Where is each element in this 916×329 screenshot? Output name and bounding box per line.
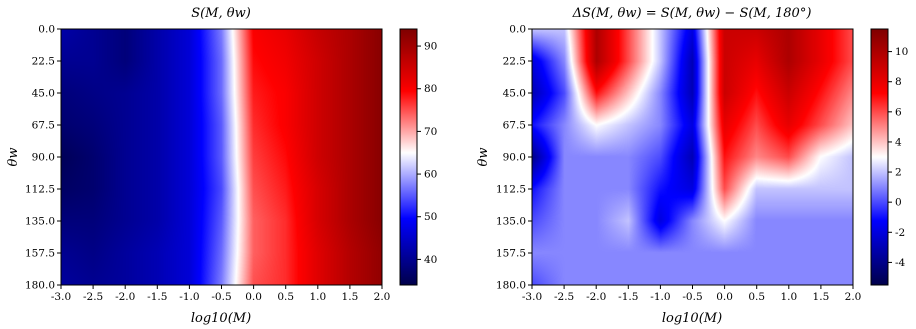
right-colorbar bbox=[871, 29, 888, 285]
x-tick-label: -2.0 bbox=[586, 291, 606, 303]
y-tick-label: 0.0 bbox=[509, 24, 526, 36]
x-tick-label: 1.5 bbox=[813, 291, 830, 303]
x-tick-label: -0.5 bbox=[211, 291, 231, 303]
y-tick-label: 90.0 bbox=[32, 152, 55, 164]
colorbar-tick-label: 60 bbox=[424, 169, 437, 181]
x-tick-label: 1.0 bbox=[309, 291, 326, 303]
y-tick-label: 157.5 bbox=[25, 248, 55, 260]
right-x-ticks: -3.0 -2.5 -2.0 -1.5 -1.0 -0.5 0.0 0.5 1.0 1.5 2.0 bbox=[522, 285, 861, 303]
left-heatmap-area bbox=[61, 29, 382, 285]
right-heatmap bbox=[532, 29, 853, 285]
x-tick-label: -2.0 bbox=[115, 291, 135, 303]
left-heatmap bbox=[61, 29, 382, 285]
y-tick-label: 67.5 bbox=[32, 120, 55, 132]
left-x-label: log10(M) bbox=[191, 311, 251, 326]
left-y-ticks: 0.0 22.5 45.0 67.5 90.0 112.5 135.0 157.5 180.0 bbox=[25, 24, 61, 292]
y-tick-label: 67.5 bbox=[503, 120, 526, 132]
colorbar-tick-label: 6 bbox=[895, 106, 902, 118]
colorbar-tick-label: 80 bbox=[424, 83, 437, 95]
y-tick-label: 112.5 bbox=[496, 184, 526, 196]
right-y-label: θw bbox=[476, 148, 491, 167]
y-tick-label: 22.5 bbox=[32, 56, 55, 68]
x-tick-label: 2.0 bbox=[374, 291, 391, 303]
colorbar-tick-label: 90 bbox=[424, 41, 437, 53]
panel-left: S(M, θw) -3.0 -2.5 -2.0 -1.5 -1.0 -0.5 0.0 0.5 1… bbox=[6, 6, 437, 326]
x-tick-label: -2.5 bbox=[554, 291, 574, 303]
y-tick-label: 45.0 bbox=[503, 88, 526, 100]
colorbar-tick-label: -4 bbox=[895, 257, 906, 269]
x-tick-label: 0.0 bbox=[716, 291, 733, 303]
colorbar-tick-label: 40 bbox=[424, 254, 437, 266]
panel-right: ΔS(M, θw) = S(M, θw) − S(M, 180°) -3.0 -2… bbox=[476, 6, 908, 326]
x-tick-label: 2.0 bbox=[845, 291, 862, 303]
colorbar-tick-label: -2 bbox=[895, 227, 905, 239]
x-tick-label: 0.0 bbox=[245, 291, 262, 303]
right-title: ΔS(M, θw) = S(M, θw) − S(M, 180°) bbox=[572, 6, 812, 21]
x-tick-label: -1.5 bbox=[147, 291, 167, 303]
colorbar-tick-label: 8 bbox=[895, 76, 902, 88]
x-tick-label: -0.5 bbox=[682, 291, 702, 303]
right-colorbar-frame bbox=[870, 28, 889, 286]
right-colorbar-area bbox=[871, 29, 888, 285]
colorbar-tick-label: 2 bbox=[895, 167, 902, 179]
y-tick-label: 180.0 bbox=[25, 280, 55, 292]
y-tick-label: 112.5 bbox=[25, 184, 55, 196]
x-tick-label: 0.5 bbox=[277, 291, 294, 303]
x-tick-label: -1.0 bbox=[179, 291, 199, 303]
y-tick-label: 45.0 bbox=[32, 88, 55, 100]
y-tick-label: 180.0 bbox=[496, 280, 526, 292]
y-tick-label: 0.0 bbox=[38, 24, 55, 36]
colorbar-tick-label: 0 bbox=[895, 197, 902, 209]
left-y-label: θw bbox=[6, 148, 21, 167]
left-title: S(M, θw) bbox=[191, 6, 251, 21]
colorbar-tick-label: 50 bbox=[424, 211, 437, 223]
x-tick-label: -3.0 bbox=[522, 291, 542, 303]
y-tick-label: 90.0 bbox=[503, 152, 526, 164]
x-tick-label: -2.5 bbox=[83, 291, 103, 303]
y-tick-label: 22.5 bbox=[503, 56, 526, 68]
colorbar-tick-label: 10 bbox=[895, 46, 908, 58]
x-tick-label: 0.5 bbox=[748, 291, 765, 303]
right-x-label: log10(M) bbox=[662, 311, 722, 326]
left-x-ticks: -3.0 -2.5 -2.0 -1.5 -1.0 -0.5 0.0 0.5 1.0 1.5 2.0 bbox=[51, 285, 390, 303]
left-colorbar-frame bbox=[399, 28, 418, 286]
left-colorbar-ticks: 40 50 60 70 80 90 bbox=[417, 41, 437, 266]
x-tick-label: 1.5 bbox=[342, 291, 359, 303]
left-colorbar bbox=[400, 29, 417, 285]
colorbar-tick-label: 4 bbox=[895, 136, 902, 148]
x-tick-label: -3.0 bbox=[51, 291, 71, 303]
right-y-ticks: 0.0 22.5 45.0 67.5 90.0 112.5 135.0 157.5 180.0 bbox=[496, 24, 532, 292]
x-tick-label: -1.5 bbox=[618, 291, 638, 303]
x-tick-label: -1.0 bbox=[650, 291, 670, 303]
colorbar-tick-label: 70 bbox=[424, 126, 437, 138]
y-tick-label: 135.0 bbox=[496, 216, 526, 228]
right-heatmap-area bbox=[532, 29, 853, 285]
right-colorbar-ticks: -4 -2 0 2 4 6 8 10 bbox=[888, 46, 908, 269]
x-tick-label: 1.0 bbox=[780, 291, 797, 303]
y-tick-label: 135.0 bbox=[25, 216, 55, 228]
left-colorbar-area bbox=[400, 29, 417, 285]
y-tick-label: 157.5 bbox=[496, 248, 526, 260]
